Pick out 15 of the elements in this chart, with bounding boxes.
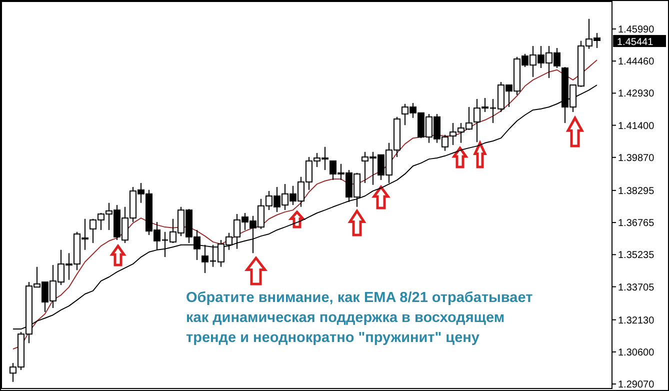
- annotation: Обратите внимание, как EMA 8/21 отрабатывает как динамическая поддержка в восходящем тренде и неоднократно "пружинит" цену: [186, 290, 533, 346]
- y-tick-label: 1.32130: [618, 315, 655, 326]
- y-tick-label: 1.35235: [618, 250, 655, 262]
- y-tick-label: 1.44460: [618, 56, 655, 68]
- y-tick-label: 1.45990: [618, 24, 655, 36]
- y-tick-label: 1.41400: [618, 120, 655, 132]
- y-tick-label: 1.33705: [618, 282, 655, 294]
- line-series: [12, 60, 598, 350]
- y-tick-label: 1.36765: [618, 218, 655, 230]
- y-tick-label: 1.38295: [618, 186, 655, 197]
- y-tick-label: 1.30600: [618, 347, 655, 358]
- text: 1.45441: [617, 37, 654, 48]
- y-tick-label: 1.29070: [618, 380, 655, 391]
- y-tick-label: 1.39870: [618, 152, 655, 164]
- y-tick-label: 1.42930: [618, 88, 655, 100]
